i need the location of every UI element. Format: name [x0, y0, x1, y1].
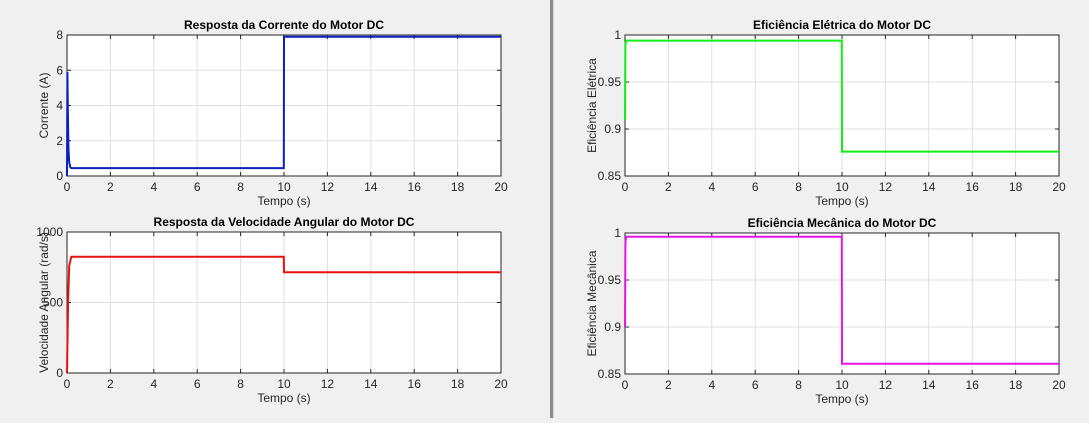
x-tick-label: 8 — [795, 378, 802, 392]
y-axis-label: Eficiência Mecânica — [585, 250, 599, 356]
panel-divider-highlight — [553, 0, 554, 418]
x-tick-label: 0 — [64, 377, 71, 391]
x-tick-label: 12 — [879, 180, 893, 194]
x-axis-label: Tempo (s) — [257, 391, 310, 405]
y-tick-label: 6 — [56, 63, 63, 77]
y-tick-label: 1 — [614, 28, 621, 42]
chart-title: Eficiência Elétrica do Motor DC — [753, 18, 931, 32]
x-tick-label: 0 — [622, 180, 629, 194]
x-tick-label: 6 — [752, 378, 759, 392]
x-tick-label: 10 — [277, 180, 291, 194]
x-tick-label: 20 — [1052, 378, 1066, 392]
x-tick-label: 20 — [1052, 180, 1066, 194]
x-tick-label: 20 — [494, 180, 508, 194]
x-tick-label: 18 — [1009, 378, 1023, 392]
x-tick-label: 4 — [150, 180, 157, 194]
x-tick-label: 10 — [835, 378, 849, 392]
x-tick-label: 14 — [364, 180, 378, 194]
x-tick-label: 8 — [237, 377, 244, 391]
x-tick-label: 0 — [64, 180, 71, 194]
y-tick-label: 0.9 — [604, 122, 621, 136]
x-axis-label: Tempo (s) — [257, 194, 310, 208]
x-tick-label: 18 — [1009, 180, 1023, 194]
x-tick-label: 18 — [451, 180, 465, 194]
y-axis-label: Velocidade Angular (rad/s) — [37, 232, 51, 373]
x-tick-label: 12 — [321, 180, 335, 194]
y-tick-label: 0.95 — [598, 273, 622, 287]
y-tick-label: 0.9 — [604, 320, 621, 334]
chart-eficiencia-mecanica: 0 2 4 6 8 10 12 14 16 18 20 0.85 0.9 0.95 1 Eficiência … — [585, 216, 1066, 406]
chart-velocidade: 0 2 4 6 8 10 12 14 16 18 20 0 500 1000 Resposta da Vel… — [36, 215, 508, 405]
x-tick-label: 14 — [922, 180, 936, 194]
chart-title: Resposta da Corrente do Motor DC — [184, 18, 384, 32]
y-tick-label: 0.85 — [598, 367, 622, 381]
x-axis-label: Tempo (s) — [815, 194, 868, 208]
x-tick-label: 14 — [922, 378, 936, 392]
x-tick-label: 2 — [107, 377, 114, 391]
x-tick-label: 10 — [835, 180, 849, 194]
x-tick-label: 16 — [408, 377, 422, 391]
y-tick-label: 0.85 — [598, 169, 622, 183]
series-line — [624, 39, 1059, 153]
x-tick-label: 16 — [966, 180, 980, 194]
x-tick-label: 16 — [408, 180, 422, 194]
y-tick-label: 8 — [56, 28, 63, 42]
chart-title: Eficiência Mecânica do Motor DC — [748, 216, 937, 230]
chart-title: Resposta da Velocidade Angular do Motor … — [154, 215, 415, 229]
x-tick-label: 12 — [879, 378, 893, 392]
x-tick-label: 8 — [795, 180, 802, 194]
series-line — [66, 255, 501, 374]
x-tick-label: 6 — [194, 180, 201, 194]
x-tick-label: 2 — [665, 378, 672, 392]
x-tick-label: 6 — [752, 180, 759, 194]
y-tick-label: 1 — [614, 226, 621, 240]
x-tick-label: 10 — [277, 377, 291, 391]
x-tick-label: 2 — [107, 180, 114, 194]
x-tick-label: 8 — [237, 180, 244, 194]
x-tick-label: 14 — [364, 377, 378, 391]
chart-eficiencia-eletrica: 0 2 4 6 8 10 12 14 16 18 20 0.85 0.9 0.95 1 Eficiência … — [585, 18, 1066, 208]
y-axis-label: Eficiência Elétrica — [585, 58, 599, 153]
y-axis-label: Corrente (A) — [37, 72, 51, 138]
panel-divider[interactable] — [550, 0, 553, 418]
x-tick-label: 2 — [665, 180, 672, 194]
x-tick-label: 0 — [622, 378, 629, 392]
x-axis-label: Tempo (s) — [815, 392, 868, 406]
y-tick-label: 500 — [43, 296, 63, 310]
x-tick-label: 16 — [966, 378, 980, 392]
x-tick-label: 4 — [708, 378, 715, 392]
chart-corrente: 0 2 4 6 8 10 12 14 16 18 20 0 2 4 6 8 Resposta da Corren… — [37, 18, 508, 208]
y-tick-label: 0 — [56, 169, 63, 183]
series-line — [624, 235, 1059, 365]
series-line — [66, 35, 501, 177]
x-tick-label: 18 — [451, 377, 465, 391]
x-tick-label: 4 — [150, 377, 157, 391]
y-tick-label: 0.95 — [598, 75, 622, 89]
x-tick-label: 6 — [194, 377, 201, 391]
x-tick-label: 20 — [494, 377, 508, 391]
y-tick-label: 1000 — [36, 225, 63, 239]
y-tick-label: 0 — [56, 366, 63, 380]
x-tick-label: 4 — [708, 180, 715, 194]
y-tick-label: 4 — [56, 99, 63, 113]
y-tick-label: 2 — [56, 134, 63, 148]
x-tick-label: 12 — [321, 377, 335, 391]
